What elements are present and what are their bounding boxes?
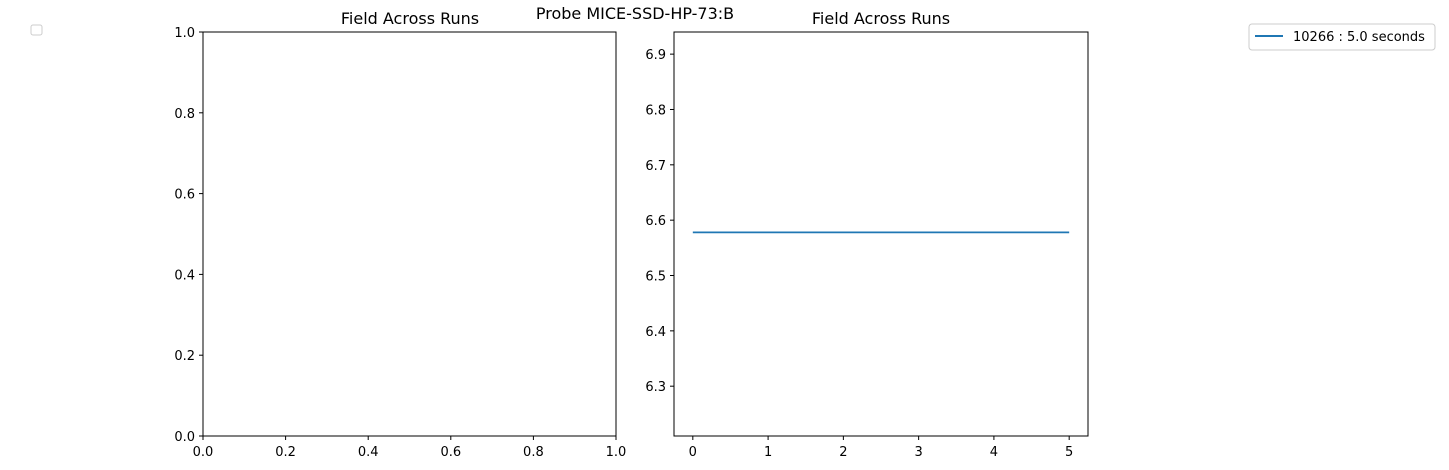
axes-right-y-ticks: 6.3 6.4 6.5 6.6 6.7 6.8 6.9 [645, 48, 674, 395]
x-tick-label: 1.0 [606, 445, 627, 460]
y-tick-label: 6.8 [645, 103, 666, 118]
y-tick-label: 6.7 [645, 159, 666, 174]
x-tick-label: 2 [839, 445, 847, 460]
y-tick-label: 0.6 [174, 188, 195, 203]
figure-suptitle: Probe MICE-SSD-HP-73:B [535, 4, 735, 23]
legend-right: 10266 : 5.0 seconds [1248, 23, 1436, 51]
axes-left-y-ticks: 0.0 0.2 0.4 0.6 0.8 1.0 [174, 26, 203, 445]
legend-right-box [1248, 23, 1436, 51]
axes-right-x-ticks: 0 1 2 3 4 5 [689, 436, 1073, 460]
axes-left-frame [202, 31, 617, 437]
y-tick-label: 6.5 [645, 270, 666, 285]
y-tick-label: 6.6 [645, 214, 666, 229]
x-tick-label: 0.4 [358, 445, 379, 460]
x-tick-label: 0.2 [275, 445, 296, 460]
axes-right: Field Across Runs 0 1 2 3 4 5 6.3 6.4 6.5 6.6 6.7… [645, 9, 1089, 460]
axes-left: Field Across Runs 0.0 0.2 0.4 0.6 0.8 1.0 0.0… [174, 9, 626, 460]
axes-left-x-ticks: 0.0 0.2 0.4 0.6 0.8 1.0 [193, 436, 627, 460]
x-tick-label: 0.6 [440, 445, 461, 460]
x-tick-label: 5 [1065, 445, 1073, 460]
y-tick-label: 6.3 [645, 380, 666, 395]
x-tick-label: 0.8 [523, 445, 544, 460]
y-tick-label: 6.9 [645, 48, 666, 63]
y-tick-label: 0.8 [174, 107, 195, 122]
axes-right-title: Field Across Runs [812, 9, 950, 28]
axes-right-frame [673, 31, 1089, 437]
x-tick-label: 0.0 [193, 445, 214, 460]
axes-left-title: Field Across Runs [341, 9, 479, 28]
y-tick-label: 0.0 [174, 430, 195, 445]
legend-right-label: 10266 : 5.0 seconds [1293, 30, 1425, 45]
x-tick-label: 3 [914, 445, 922, 460]
y-tick-label: 0.4 [174, 268, 195, 283]
x-tick-label: 1 [764, 445, 772, 460]
y-tick-label: 0.2 [174, 349, 195, 364]
x-tick-label: 4 [990, 445, 998, 460]
y-tick-label: 6.4 [645, 325, 666, 340]
legend-box-left [30, 24, 43, 36]
x-tick-label: 0 [689, 445, 697, 460]
y-tick-label: 1.0 [174, 26, 195, 41]
